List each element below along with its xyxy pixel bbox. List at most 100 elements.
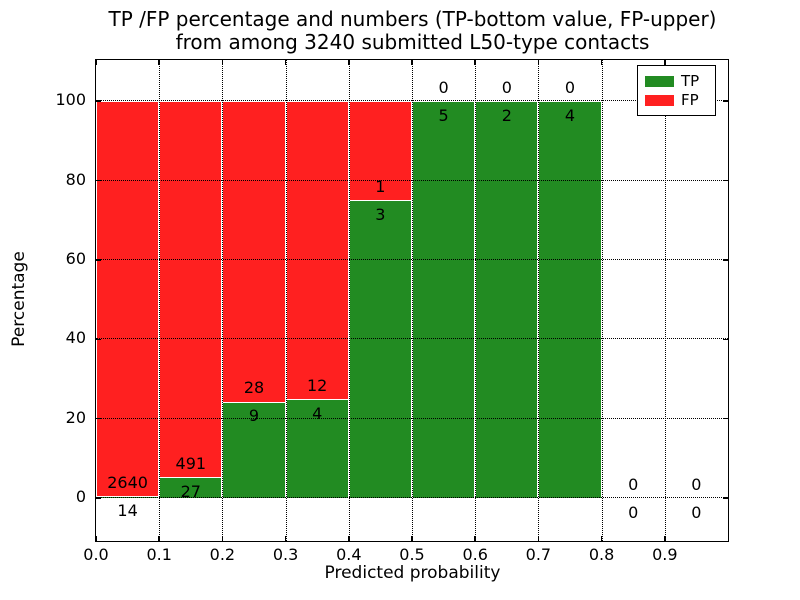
x-tick bbox=[537, 536, 540, 541]
plot-area: TP FP 2640 14 491 27 28 9 12 4 1 3 0 5 0 2 0 4 0 0 0 0 bbox=[95, 59, 729, 542]
x-tick-top bbox=[221, 60, 224, 65]
y-axis-label: Percentage bbox=[9, 251, 29, 347]
y-tick bbox=[96, 417, 101, 420]
x-gridline bbox=[412, 60, 413, 541]
tp-bar bbox=[475, 101, 539, 499]
tp-count-label: 4 bbox=[312, 403, 323, 423]
x-tick-label: 0.7 bbox=[525, 545, 552, 564]
y-tick bbox=[96, 259, 101, 261]
fp-count-label: 0 bbox=[628, 475, 639, 495]
x-tick-top bbox=[284, 60, 287, 65]
x-tick bbox=[158, 536, 160, 541]
x-axis-label: Predicted probability bbox=[324, 563, 501, 583]
fp-count-label: 0 bbox=[564, 78, 576, 97]
tp-count-label: 4 bbox=[564, 105, 576, 125]
fp-count-label: 491 bbox=[175, 454, 207, 474]
x-tick bbox=[474, 536, 476, 541]
tp-count-label: 3 bbox=[375, 205, 386, 225]
tp-count-label: 0 bbox=[628, 502, 639, 522]
x-tick-top bbox=[95, 60, 97, 65]
tp-bar bbox=[96, 496, 160, 499]
tp-count-label: 14 bbox=[117, 500, 138, 520]
legend-entry-tp: TP bbox=[645, 72, 715, 90]
fp-bar bbox=[96, 101, 160, 497]
fp-count-label: 28 bbox=[243, 378, 265, 398]
x-gridline bbox=[159, 60, 161, 541]
y-tick-label: 100 bbox=[55, 90, 86, 110]
legend-entry-fp: FP bbox=[645, 91, 715, 109]
x-tick-top bbox=[411, 60, 413, 65]
y-tick-right bbox=[723, 338, 728, 341]
x-gridline bbox=[538, 60, 540, 541]
y-tick-right bbox=[723, 100, 728, 102]
tp-bar bbox=[222, 401, 286, 499]
x-tick bbox=[600, 536, 603, 541]
fp-bar bbox=[222, 101, 286, 402]
x-tick bbox=[284, 536, 287, 541]
x-tick-label: 0.5 bbox=[399, 545, 425, 564]
tp-legend-swatch bbox=[645, 75, 674, 87]
x-tick bbox=[348, 536, 350, 541]
y-tick bbox=[96, 497, 101, 499]
x-gridline bbox=[601, 60, 603, 541]
fp-count-label: 0 bbox=[501, 78, 512, 97]
tp-count-label: 5 bbox=[438, 105, 449, 125]
chart-title-line2: from among 3240 submitted L50-type conta… bbox=[175, 30, 650, 54]
x-gridline bbox=[348, 60, 350, 541]
x-tick bbox=[95, 536, 97, 541]
x-tick-label: 0.4 bbox=[336, 545, 362, 564]
x-tick bbox=[664, 536, 666, 541]
fp-count-label: 0 bbox=[691, 475, 702, 495]
x-tick-top bbox=[348, 60, 350, 65]
x-tick bbox=[411, 536, 413, 541]
y-tick-right bbox=[723, 417, 728, 420]
chart-title-line1: TP /FP percentage and numbers (TP-bottom… bbox=[108, 7, 717, 31]
x-tick-label: 0.6 bbox=[462, 545, 488, 564]
x-gridline bbox=[664, 60, 666, 541]
chart-title: TP /FP percentage and numbers (TP-bottom… bbox=[95, 8, 730, 54]
x-tick-top bbox=[664, 60, 666, 65]
y-tick-right bbox=[723, 179, 728, 182]
fp-bar bbox=[285, 101, 349, 399]
tp-count-label: 0 bbox=[691, 502, 702, 522]
fp-count-label: 2640 bbox=[107, 472, 148, 492]
y-tick-right bbox=[723, 497, 728, 499]
x-tick-top bbox=[600, 60, 603, 65]
y-tick-label: 20 bbox=[65, 407, 86, 427]
x-tick-label: 0.8 bbox=[588, 545, 615, 564]
tp-bar bbox=[348, 200, 412, 499]
tp-legend-label: TP bbox=[681, 72, 700, 90]
tp-bar bbox=[538, 101, 602, 499]
fp-count-label: 0 bbox=[438, 78, 449, 97]
x-tick bbox=[221, 536, 224, 541]
x-tick-top bbox=[158, 60, 160, 65]
fp-bar bbox=[348, 101, 412, 201]
x-tick-label: 0.2 bbox=[209, 545, 236, 564]
tp-count-label: 9 bbox=[248, 406, 260, 426]
x-gridline bbox=[475, 60, 477, 541]
y-tick-label: 60 bbox=[65, 248, 86, 268]
y-tick bbox=[96, 338, 101, 341]
fp-legend-swatch bbox=[645, 94, 674, 106]
fp-bar bbox=[159, 101, 223, 478]
y-tick-label: 80 bbox=[65, 169, 86, 189]
y-tick bbox=[96, 100, 101, 102]
tp-bar bbox=[412, 101, 476, 499]
x-tick-top bbox=[474, 60, 476, 65]
fp-count-label: 12 bbox=[307, 375, 328, 395]
x-tick-label: 0.3 bbox=[272, 545, 299, 564]
x-gridline bbox=[222, 60, 224, 541]
y-tick bbox=[96, 179, 101, 182]
x-tick-label: 0.0 bbox=[83, 545, 109, 564]
x-gridline bbox=[285, 60, 287, 541]
x-tick-label: 0.9 bbox=[652, 545, 678, 564]
tp-count-label: 27 bbox=[180, 482, 201, 502]
y-tick-label: 40 bbox=[65, 328, 86, 348]
y-tick-label: 0 bbox=[75, 487, 86, 507]
x-tick-top bbox=[537, 60, 540, 65]
tp-count-label: 2 bbox=[501, 105, 512, 125]
tp-bar bbox=[285, 398, 349, 499]
legend: TP FP bbox=[637, 65, 716, 116]
x-tick-label: 0.1 bbox=[146, 545, 172, 564]
